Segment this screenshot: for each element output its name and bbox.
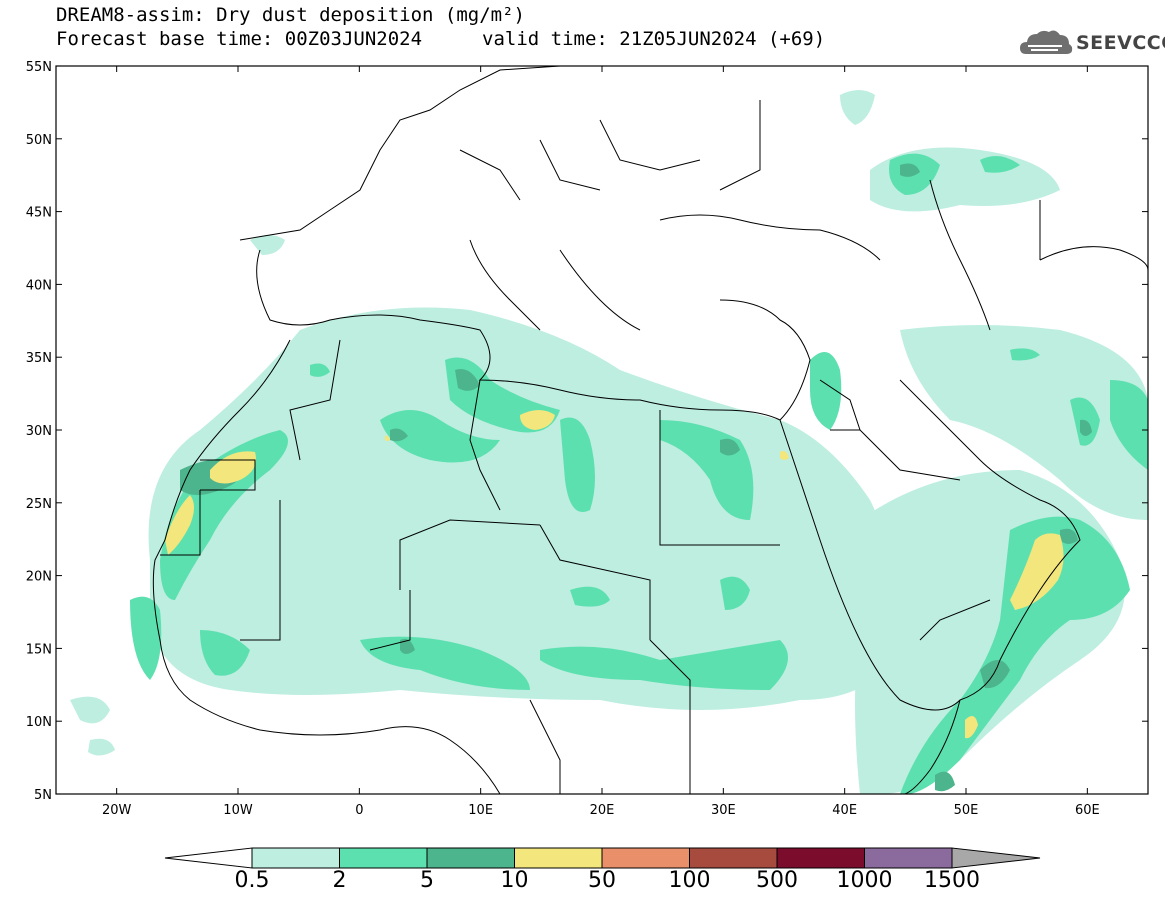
colorbar-label: 5 — [420, 868, 434, 893]
colorbar-bin — [776, 847, 865, 869]
colorbar-bin — [601, 847, 690, 869]
map-title: DREAM8-assim: Dry dust deposition (mg/m²… — [56, 4, 525, 26]
lon-tick-label: 10W — [223, 803, 253, 818]
dust-deposition-field — [70, 90, 1148, 794]
seevccc-logo: SEEVCCC — [1018, 26, 1165, 60]
lat-tick-label: 30N — [26, 424, 52, 439]
lat-tick-label: 55N — [26, 60, 52, 75]
lon-tick-label: 50E — [954, 803, 979, 818]
colorbar-label: 1500 — [924, 868, 980, 893]
lon-tick-label: 30E — [711, 803, 736, 818]
lon-tick-label: 10E — [468, 803, 493, 818]
cloud-icon — [1020, 30, 1073, 54]
colorbar-bin — [251, 847, 340, 869]
colorbar-label: 2 — [332, 868, 347, 893]
logo-text: SEEVCCC — [1076, 32, 1165, 54]
colorbar-under-arrow — [164, 847, 253, 869]
lat-tick-label: 15N — [26, 642, 52, 657]
colorbar-label: 100 — [668, 868, 711, 893]
lon-tick-label: 0 — [355, 803, 363, 818]
colorbar-label: 10 — [500, 868, 529, 893]
colorbar-label: 1000 — [836, 868, 893, 893]
lon-tick-label: 20E — [590, 803, 615, 818]
lat-tick-label: 45N — [26, 206, 52, 221]
colorbar-label: 500 — [756, 868, 798, 893]
latitude-axis: 55N 50N 45N 40N 35N 30N 25N 20N 15N 10N 5N — [26, 60, 1148, 803]
lat-tick-label: 5N — [34, 788, 52, 803]
colorbar-over-arrow — [951, 847, 1041, 869]
lon-tick-label: 40E — [832, 803, 857, 818]
lat-tick-label: 40N — [26, 278, 52, 293]
colorbar-bin — [426, 847, 515, 869]
colorbar — [164, 847, 1041, 869]
country-borders — [152, 66, 1148, 794]
lon-tick-label: 60E — [1075, 803, 1100, 818]
colorbar-bin — [339, 847, 428, 869]
lat-tick-label: 50N — [26, 133, 52, 148]
lat-tick-label: 10N — [26, 715, 52, 730]
longitude-axis: 20W 10W 0 10E 20E 30E 40E 50E 60E — [102, 66, 1100, 818]
forecast-base-time: Forecast base time: 00Z03JUN2024 — [56, 28, 423, 50]
colorbar-bin — [864, 847, 953, 869]
colorbar-label: 50 — [588, 868, 616, 893]
valid-time: valid time: 21Z05JUN2024 (+69) — [482, 28, 826, 50]
lon-tick-label: 20W — [102, 803, 132, 818]
colorbar-bin — [514, 847, 603, 869]
colorbar-label: 0.5 — [234, 868, 270, 893]
lat-tick-label: 25N — [26, 497, 52, 512]
colorbar-bin — [689, 847, 778, 869]
lat-tick-label: 35N — [26, 351, 52, 366]
lat-tick-label: 20N — [26, 570, 52, 585]
